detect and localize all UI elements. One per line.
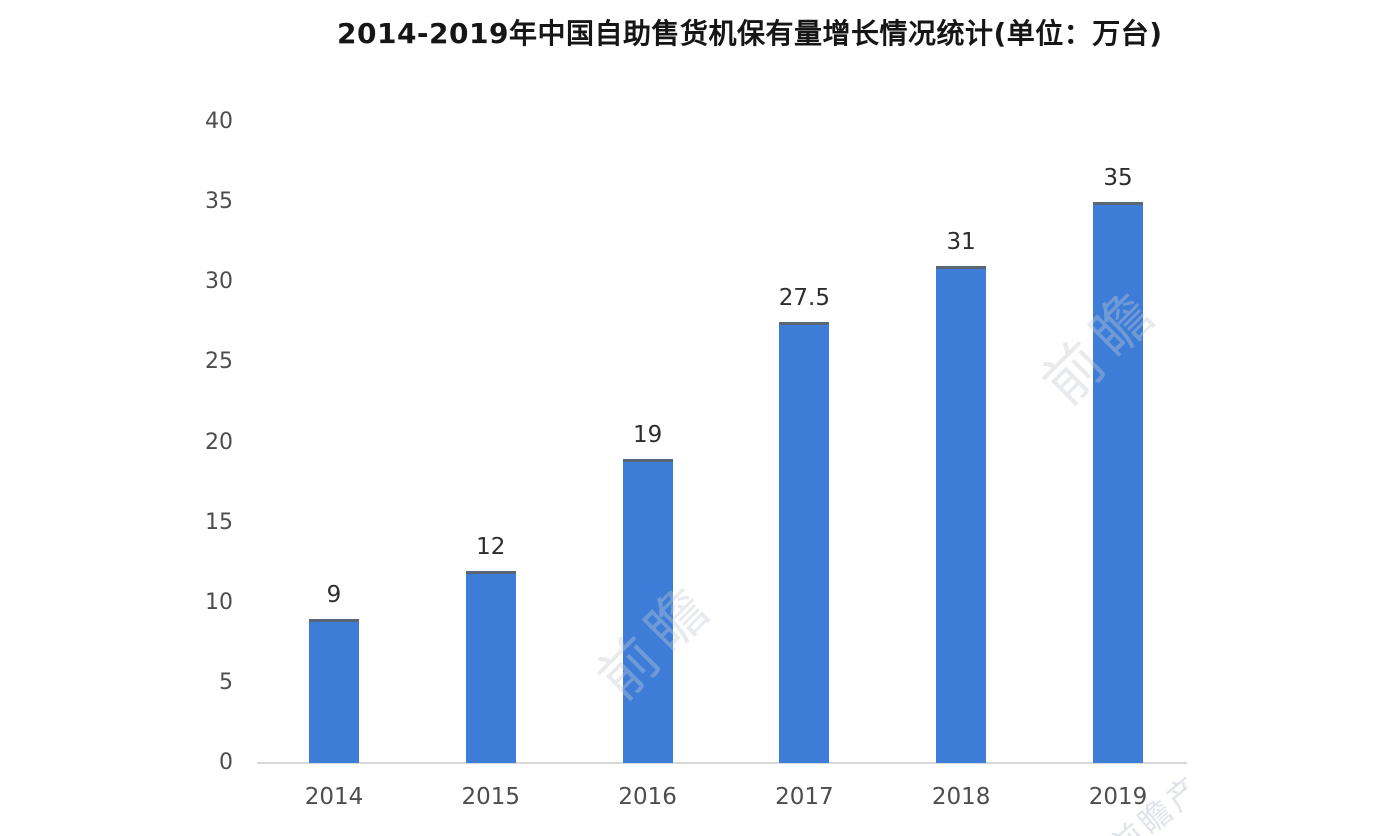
value-label-2019: 35 <box>1103 165 1133 192</box>
x-tick-label-2018: 2018 <box>931 784 991 810</box>
x-tick-label-2014: 2014 <box>304 784 364 810</box>
y-tick-label: 5 <box>219 669 233 695</box>
bar-2017 <box>779 322 830 763</box>
bar-2014 <box>309 618 359 763</box>
value-label-2014: 9 <box>326 581 342 608</box>
value-label-2018: 31 <box>946 229 976 256</box>
y-tick-label: 30 <box>205 269 233 295</box>
x-axis-line <box>257 762 1187 764</box>
value-label-2017: 27.5 <box>778 285 830 312</box>
chart-title: 2014-2019年中国自助售货机保有量增长情况统计(单位：万台) <box>337 17 1163 50</box>
y-tick-label: 15 <box>205 509 233 535</box>
bar-2019 <box>1093 202 1143 763</box>
y-tick-label: 0 <box>219 750 233 775</box>
x-tick-label-2017: 2017 <box>775 784 834 810</box>
x-tick-label-2015: 2015 <box>461 784 521 810</box>
value-label-2016: 19 <box>632 421 663 448</box>
bar-2016 <box>622 458 673 763</box>
x-tick-label-2019: 2019 <box>1088 784 1148 810</box>
value-label-2015: 12 <box>476 533 506 560</box>
y-tick-label: 20 <box>205 429 233 455</box>
chart-image-area: 2014-2019年中国自助售货机保有量增长情况统计(单位：万台) 0 5 10 15… <box>205 17 1187 836</box>
y-tick-label: 25 <box>205 349 233 375</box>
y-tick-label: 35 <box>205 189 233 215</box>
y-tick-label: 10 <box>205 589 233 615</box>
bar-2015 <box>465 570 516 763</box>
y-tick-label: 40 <box>205 109 233 134</box>
x-tick-label-2016: 2016 <box>618 784 677 810</box>
bar-2018 <box>936 266 987 763</box>
